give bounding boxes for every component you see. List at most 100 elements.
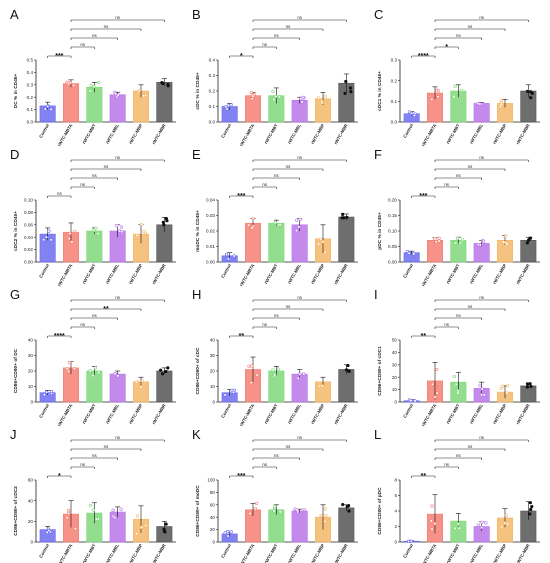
sig-label: ** (421, 473, 427, 480)
sig-label: * (58, 473, 61, 480)
data-point (246, 223, 251, 227)
y-tick-label: 0.15 (388, 213, 397, 218)
data-point (65, 367, 69, 371)
data-point (433, 237, 437, 241)
y-tick-label: 20 (210, 527, 216, 532)
data-point (271, 89, 275, 94)
sig-label: ns (80, 182, 85, 187)
y-tick-label: 30 (392, 362, 398, 367)
x-tick-label: rWTC-MBP (310, 123, 326, 145)
data-point (71, 83, 76, 87)
data-point (525, 241, 529, 245)
y-axis-label: CD86+CD80+ of cDC2 (13, 486, 19, 536)
bar (426, 240, 443, 263)
data-point (505, 391, 509, 395)
x-tick-label: rWTC-MBTA (239, 403, 256, 427)
data-point (119, 507, 123, 511)
data-point (248, 511, 252, 516)
data-point (164, 369, 168, 374)
x-tick-label: rWTC-MBR (333, 262, 349, 285)
y-axis-label: CD86+CD80+ of cDC (195, 347, 201, 394)
data-point (43, 107, 47, 111)
sig-label: ns (286, 444, 291, 449)
data-point (249, 380, 253, 385)
x-tick-label: rWTC-MBP (492, 543, 508, 563)
sig-label: ns (444, 322, 449, 327)
y-tick-label: 0.02 (206, 229, 215, 234)
data-point (232, 254, 236, 258)
bar (109, 94, 126, 123)
data-point (278, 510, 282, 514)
data-point (44, 390, 49, 394)
data-point (320, 384, 324, 388)
sig-label: ns (297, 435, 302, 440)
bar (450, 240, 467, 263)
x-tick-label: Control (402, 543, 414, 559)
sig-label: ns (274, 173, 279, 178)
data-point (115, 224, 119, 228)
panel-e: E 0.00 0.01 0.02 0.03 0.04 moDC % in CD45+ Cont… (192, 147, 358, 287)
data-point (274, 94, 278, 99)
y-axis-label: CD86+CD80+ of DC (13, 348, 19, 393)
data-point (300, 100, 304, 104)
data-point (225, 252, 229, 257)
sig-label: ns (262, 42, 267, 47)
sig-label: ns (262, 182, 267, 187)
data-point (430, 97, 434, 102)
data-point (42, 238, 46, 242)
data-point (346, 363, 350, 368)
data-point (499, 525, 504, 529)
data-point (142, 229, 146, 233)
panel-k: K 0 20 40 60 80 100 CD86+CD80+ of moDC Control rW… (192, 427, 358, 563)
panel-letter: B (192, 7, 201, 22)
x-tick-label: rWTC-MBTA (421, 403, 438, 427)
y-tick-label: 0.2 (391, 78, 398, 83)
data-point (140, 525, 144, 529)
x-tick-label: rWTC-MBL (287, 403, 303, 425)
y-tick-label: 0.3 (27, 82, 34, 87)
sig-label: ns (115, 155, 120, 160)
data-point (433, 395, 437, 399)
data-point (251, 216, 255, 221)
sig-label: *** (237, 473, 245, 480)
data-point (430, 382, 435, 386)
data-point (525, 382, 530, 386)
y-tick-label: 6 (394, 493, 397, 498)
x-tick-label: rWTC-MBR (515, 122, 531, 145)
data-point (117, 229, 122, 233)
x-tick-label: rWTC-MBT (445, 123, 461, 145)
sig-label: ns (262, 322, 267, 327)
x-tick-label: Control (402, 263, 414, 279)
data-point (457, 526, 461, 530)
x-tick-label: rWTC-MBT (81, 543, 97, 563)
data-point (223, 531, 227, 535)
data-point (461, 238, 465, 242)
panel-h: H 0 10 20 30 40 CD86+CD80+ of cDC Control rWTC-M… (192, 287, 358, 427)
x-tick-label: rWTC-MBT (263, 123, 279, 145)
x-tick-label: rWTC-MBP (128, 403, 144, 425)
data-point (66, 511, 71, 516)
x-tick-label: Control (38, 403, 50, 419)
data-point (137, 88, 142, 92)
data-point (456, 522, 461, 526)
data-point (166, 82, 170, 87)
x-tick-label: rWTC-MBL (105, 403, 121, 425)
sig-label: ns (456, 33, 461, 38)
x-tick-label: Control (220, 123, 232, 139)
sig-label: * (240, 53, 243, 60)
sig-label: ** (239, 333, 245, 340)
y-axis-label: moDC % in CD45+ (195, 210, 201, 252)
data-point (272, 98, 276, 102)
data-point (250, 364, 254, 368)
data-point (164, 522, 168, 526)
panel-d: D 0.00 0.02 0.04 0.06 0.08 0.10 cDC2 % in CD45+… (10, 147, 176, 287)
x-tick-label: rWTC-MBL (287, 263, 303, 285)
data-point (529, 507, 533, 512)
sig-label: **** (54, 333, 65, 340)
y-tick-label: 20 (210, 369, 216, 374)
data-point (273, 220, 277, 225)
sig-label: ns (479, 15, 484, 20)
data-point (484, 521, 488, 525)
y-tick-label: 0.1 (209, 104, 216, 109)
